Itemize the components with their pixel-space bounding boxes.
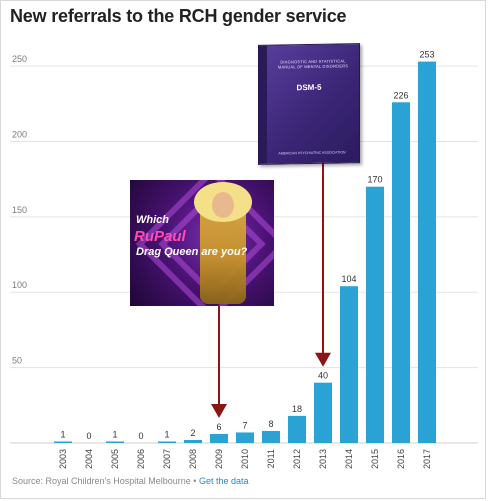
- bar-2011[interactable]: [262, 430, 280, 443]
- rupaul-poster-image: Which RuPaul Drag Queen are you?: [130, 180, 274, 306]
- value-label-2008: 2: [190, 428, 195, 438]
- source-text: Source: Royal Children's Hospital Melbou…: [12, 476, 199, 486]
- book-edition-text: DSM-5: [296, 82, 322, 93]
- value-label-2012: 18: [292, 404, 302, 414]
- y-tick-label: 50: [12, 356, 22, 366]
- x-tick-label-2017: 2017: [422, 449, 432, 469]
- bar-2009[interactable]: [210, 433, 228, 443]
- x-tick-label-2004: 2004: [84, 449, 94, 469]
- book-publisher-text: AMERICAN PSYCHIATRIC ASSOCIATION: [278, 150, 346, 156]
- bar-2003[interactable]: [54, 441, 72, 443]
- x-tick-label-2006: 2006: [136, 449, 146, 469]
- x-tick-label-2008: 2008: [188, 449, 198, 469]
- chart-title: New referrals to the RCH gender service: [10, 6, 347, 26]
- value-label-2016: 226: [393, 90, 408, 100]
- value-label-2013: 40: [318, 371, 328, 381]
- poster-text-dragqueen: Drag Queen are you?: [136, 246, 248, 258]
- value-label-2009: 6: [216, 422, 221, 432]
- bar-2005[interactable]: [106, 441, 124, 443]
- annotation-arrow-head-2013: [315, 352, 331, 367]
- bar-2012[interactable]: [288, 415, 306, 443]
- value-label-2011: 8: [268, 419, 273, 429]
- bar-2015[interactable]: [366, 186, 384, 444]
- value-label-2007: 1: [164, 429, 169, 439]
- value-label-2006: 0: [138, 431, 143, 441]
- x-tick-label-2015: 2015: [370, 449, 380, 469]
- value-label-2005: 1: [112, 429, 117, 439]
- x-tick-label-2010: 2010: [240, 449, 250, 469]
- x-tick-label-2013: 2013: [318, 449, 328, 469]
- y-tick-label: 150: [12, 205, 27, 215]
- annotation-arrow-head-2009: [211, 403, 227, 418]
- poster-text-which: Which: [136, 214, 169, 226]
- value-label-2004: 0: [86, 431, 91, 441]
- get-data-link[interactable]: Get the data: [198, 476, 249, 486]
- x-tick-label-2007: 2007: [162, 449, 172, 469]
- bar-2008[interactable]: [184, 439, 202, 443]
- bar-2010[interactable]: [236, 432, 254, 443]
- x-tick-label-2003: 2003: [58, 449, 68, 469]
- x-tick-label-2011: 2011: [266, 449, 276, 468]
- bar-2017[interactable]: [418, 61, 436, 444]
- value-label-2015: 170: [367, 175, 382, 185]
- x-tick-label-2012: 2012: [292, 449, 302, 469]
- source-line: Source: Royal Children's Hospital Melbou…: [12, 476, 249, 486]
- book-spine: [259, 45, 267, 164]
- poster-face: [212, 192, 234, 218]
- bar-2007[interactable]: [158, 441, 176, 443]
- x-tick-label-2005: 2005: [110, 449, 120, 469]
- x-tick-label-2016: 2016: [396, 449, 406, 469]
- dsm5-book-image: DIAGNOSTIC AND STATISTICAL MANUAL OF MEN…: [258, 43, 360, 165]
- bar-2016[interactable]: [392, 102, 410, 443]
- x-tick-label-2014: 2014: [344, 449, 354, 469]
- value-label-2003: 1: [60, 429, 65, 439]
- y-tick-label: 100: [12, 280, 27, 290]
- y-tick-label: 200: [12, 129, 27, 139]
- value-label-2017: 253: [419, 50, 434, 60]
- y-tick-label: 250: [12, 54, 27, 64]
- poster-text-rupaul: RuPaul: [134, 228, 186, 245]
- bar-2014[interactable]: [340, 286, 358, 443]
- value-label-2010: 7: [242, 420, 247, 430]
- bar-2013[interactable]: [314, 382, 332, 443]
- x-tick-label-2009: 2009: [214, 449, 224, 469]
- value-label-2014: 104: [341, 274, 356, 284]
- book-title-text: DIAGNOSTIC AND STATISTICAL MANUAL OF MEN…: [277, 58, 349, 70]
